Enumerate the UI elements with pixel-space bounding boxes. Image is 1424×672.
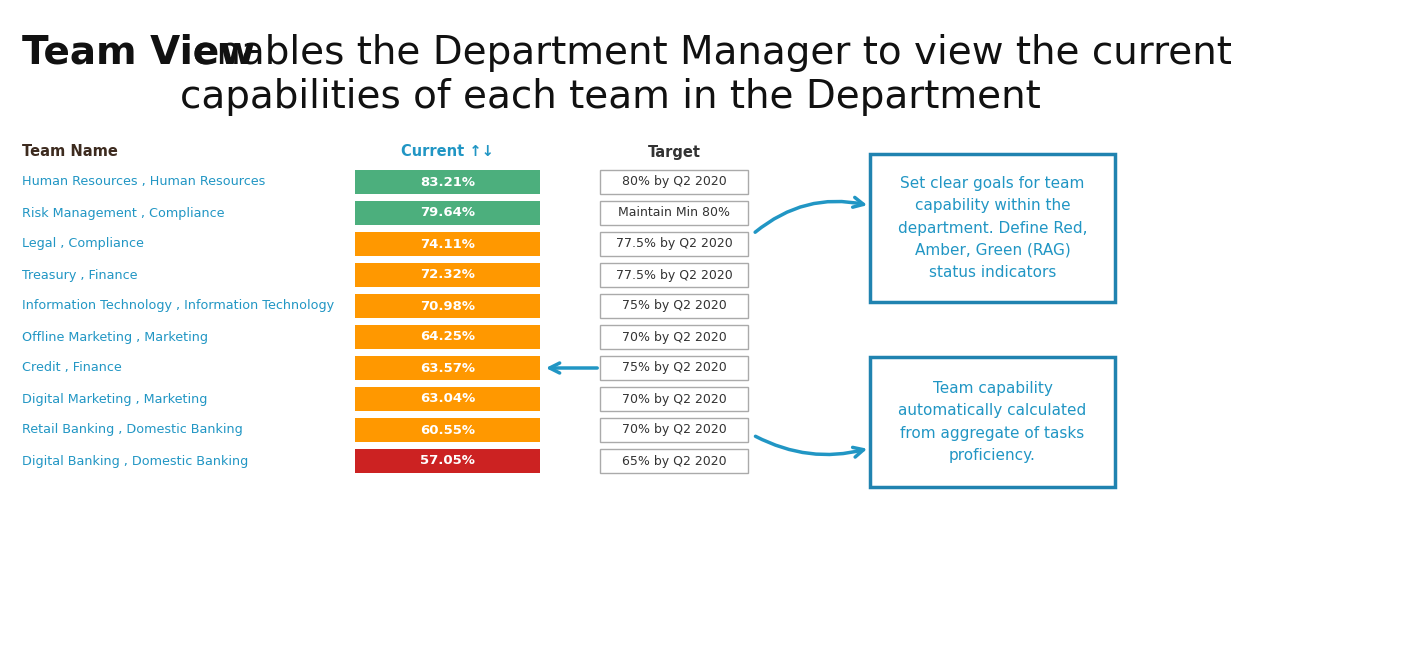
Text: Maintain Min 80%: Maintain Min 80% [618, 206, 731, 220]
Bar [600, 356, 748, 380]
Text: 79.64%: 79.64% [420, 206, 476, 220]
Text: Target: Target [648, 144, 701, 159]
Bar [355, 170, 540, 194]
Bar [600, 387, 748, 411]
Bar [355, 232, 540, 256]
Bar [355, 418, 540, 442]
Text: 72.32%: 72.32% [420, 269, 476, 282]
Text: Legal , Compliance: Legal , Compliance [21, 237, 144, 251]
Text: Team capability
automatically calculated
from aggregate of tasks
proficiency.: Team capability automatically calculated… [899, 381, 1087, 463]
Bar [600, 232, 748, 256]
Text: Digital Banking , Domestic Banking: Digital Banking , Domestic Banking [21, 454, 248, 468]
Text: 63.57%: 63.57% [420, 362, 476, 374]
Text: 83.21%: 83.21% [420, 175, 476, 189]
Text: Current ↑↓: Current ↑↓ [402, 144, 494, 159]
Text: 77.5% by Q2 2020: 77.5% by Q2 2020 [615, 269, 732, 282]
Bar [355, 449, 540, 473]
Bar [600, 263, 748, 287]
Text: Credit , Finance: Credit , Finance [21, 362, 121, 374]
Text: 70% by Q2 2020: 70% by Q2 2020 [622, 392, 726, 405]
Bar [600, 449, 748, 473]
Bar [355, 263, 540, 287]
Text: 65% by Q2 2020: 65% by Q2 2020 [622, 454, 726, 468]
Text: 75% by Q2 2020: 75% by Q2 2020 [622, 300, 726, 312]
Text: Offline Marketing , Marketing: Offline Marketing , Marketing [21, 331, 208, 343]
Text: Information Technology , Information Technology: Information Technology , Information Tec… [21, 300, 335, 312]
Text: 77.5% by Q2 2020: 77.5% by Q2 2020 [615, 237, 732, 251]
Bar [600, 325, 748, 349]
Text: 80% by Q2 2020: 80% by Q2 2020 [622, 175, 726, 189]
Text: Digital Marketing , Marketing: Digital Marketing , Marketing [21, 392, 208, 405]
Text: Treasury , Finance: Treasury , Finance [21, 269, 138, 282]
Bar [600, 201, 748, 225]
Text: Team View: Team View [21, 34, 255, 72]
Bar [600, 170, 748, 194]
Text: Human Resources , Human Resources: Human Resources , Human Resources [21, 175, 265, 189]
Text: 57.05%: 57.05% [420, 454, 476, 468]
Text: enables the Department Manager to view the current
capabilities of each team in : enables the Department Manager to view t… [179, 34, 1232, 116]
Text: 60.55%: 60.55% [420, 423, 476, 437]
Bar [355, 325, 540, 349]
Bar [870, 357, 1115, 487]
Text: 70.98%: 70.98% [420, 300, 476, 312]
Text: 75% by Q2 2020: 75% by Q2 2020 [622, 362, 726, 374]
Text: 63.04%: 63.04% [420, 392, 476, 405]
Bar [600, 418, 748, 442]
Bar [355, 356, 540, 380]
Text: Team Name: Team Name [21, 144, 118, 159]
Bar [870, 154, 1115, 302]
Text: 70% by Q2 2020: 70% by Q2 2020 [622, 331, 726, 343]
Text: 64.25%: 64.25% [420, 331, 476, 343]
Text: 70% by Q2 2020: 70% by Q2 2020 [622, 423, 726, 437]
Bar [355, 294, 540, 318]
Text: Retail Banking , Domestic Banking: Retail Banking , Domestic Banking [21, 423, 242, 437]
Text: 74.11%: 74.11% [420, 237, 476, 251]
Text: Risk Management , Compliance: Risk Management , Compliance [21, 206, 225, 220]
Text: Set clear goals for team
capability within the
department. Define Red,
Amber, Gr: Set clear goals for team capability with… [897, 176, 1088, 280]
Bar [355, 387, 540, 411]
Bar [600, 294, 748, 318]
Bar [355, 201, 540, 225]
